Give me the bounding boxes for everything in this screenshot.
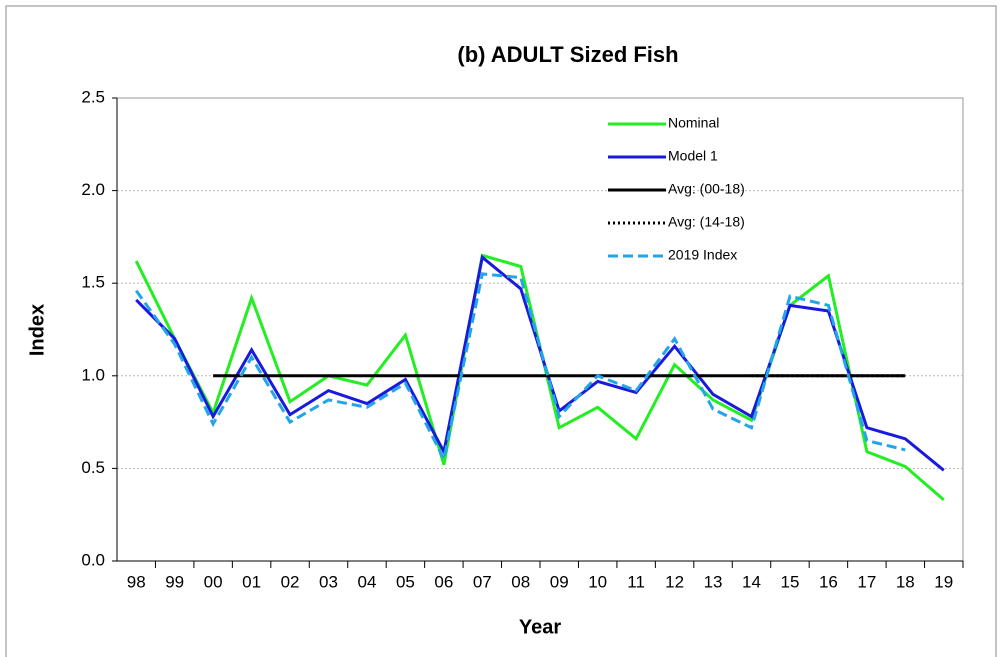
legend-label: Model 1 <box>668 148 718 164</box>
series-line <box>134 272 906 464</box>
x-tick-label: 11 <box>627 572 645 591</box>
x-tick-label: 13 <box>704 572 723 591</box>
x-tick-label: 07 <box>473 572 492 591</box>
x-tick-label: 14 <box>742 572 761 591</box>
legend-label: 2019 Index <box>668 247 737 263</box>
legend-label: Avg: (14-18) <box>668 214 745 230</box>
x-axis-label: Year <box>519 616 561 638</box>
x-tick-label: 98 <box>127 572 146 591</box>
x-tick-label: 03 <box>319 572 338 591</box>
x-tick-label: 01 <box>242 572 261 591</box>
x-tick-label: 06 <box>434 572 453 591</box>
x-tick-label: 12 <box>665 572 684 591</box>
x-tick-label: 09 <box>550 572 569 591</box>
x-tick-label: 16 <box>819 572 838 591</box>
y-tick-label: 0.5 <box>81 458 105 477</box>
chart-border <box>5 5 997 657</box>
x-tick-label: 18 <box>896 572 915 591</box>
series-line <box>135 254 945 472</box>
y-tick-label: 2.5 <box>81 87 105 106</box>
y-tick-label: 1.5 <box>81 273 105 292</box>
series-line <box>134 253 945 502</box>
x-tick-label: 15 <box>780 572 799 591</box>
y-tick-label: 0.0 <box>81 550 105 569</box>
chart-title: (b) ADULT Sized Fish <box>457 42 678 67</box>
y-tick-label: 2.0 <box>81 180 105 199</box>
y-axis-label: Index <box>26 304 48 356</box>
x-tick-label: 99 <box>165 572 184 591</box>
x-tick-label: 02 <box>281 572 300 591</box>
x-tick-label: 17 <box>857 572 876 591</box>
x-tick-label: 04 <box>357 572 376 591</box>
legend-label: Avg: (00-18) <box>668 181 745 197</box>
legend-label: Nominal <box>668 115 719 131</box>
y-tick-label: 1.0 <box>81 365 105 384</box>
x-tick-label: 08 <box>511 572 530 591</box>
x-tick-label: 19 <box>934 572 953 591</box>
x-tick-label: 05 <box>396 572 415 591</box>
plot-area <box>116 97 964 562</box>
x-tick-label: 10 <box>588 572 607 591</box>
x-tick-label: 00 <box>204 572 223 591</box>
